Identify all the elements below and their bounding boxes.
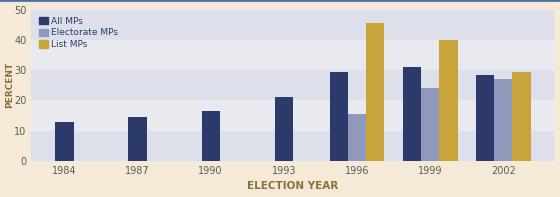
Legend: All MPs, Electorate MPs, List MPs: All MPs, Electorate MPs, List MPs bbox=[36, 14, 121, 52]
Y-axis label: PERCENT: PERCENT bbox=[6, 62, 15, 108]
Bar bbox=[403, 67, 421, 161]
Bar bbox=[512, 72, 531, 161]
Bar bbox=[348, 114, 366, 161]
Bar bbox=[31, 10, 554, 40]
Bar bbox=[31, 70, 554, 100]
Bar bbox=[55, 122, 73, 161]
Bar bbox=[366, 23, 384, 161]
Bar bbox=[31, 100, 554, 131]
Bar bbox=[31, 40, 554, 70]
Bar bbox=[274, 97, 293, 161]
Bar bbox=[329, 72, 348, 161]
Bar bbox=[439, 40, 458, 161]
Bar bbox=[128, 117, 147, 161]
Bar bbox=[31, 131, 554, 161]
Bar bbox=[476, 75, 494, 161]
X-axis label: ELECTION YEAR: ELECTION YEAR bbox=[248, 181, 339, 191]
Bar bbox=[202, 111, 220, 161]
Bar bbox=[494, 79, 512, 161]
Bar bbox=[421, 88, 439, 161]
